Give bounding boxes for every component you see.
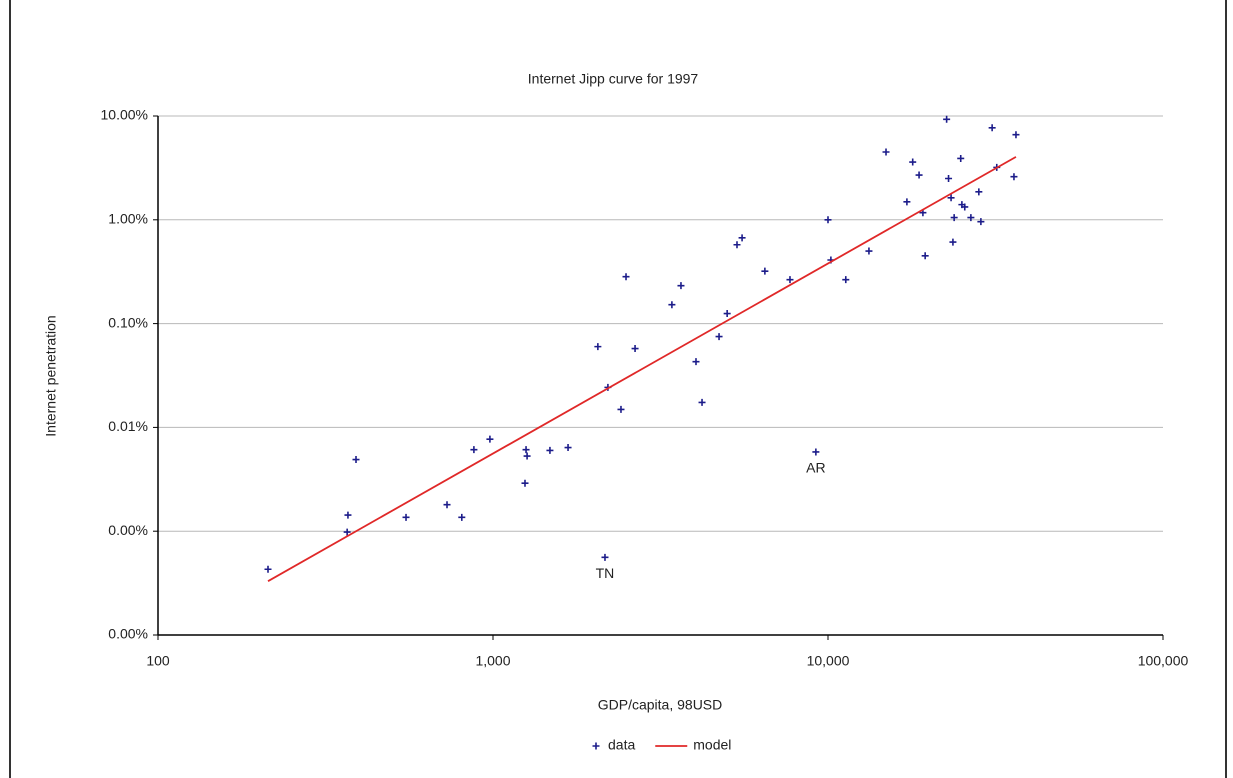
data-point — [882, 148, 890, 156]
data-point — [977, 218, 985, 226]
data-point — [601, 553, 609, 561]
data-point — [715, 333, 723, 341]
data-point — [723, 310, 731, 318]
data-point — [521, 479, 529, 487]
data-point — [564, 444, 572, 452]
data-point — [903, 198, 911, 206]
data-point — [522, 446, 530, 454]
y-axis-label: Internet penetration — [43, 315, 59, 436]
x-axis-label: GDP/capita, 98USD — [598, 697, 723, 713]
data-point — [949, 238, 957, 246]
data-point — [842, 276, 850, 284]
data-point — [617, 405, 625, 413]
data-point — [738, 234, 746, 242]
data-point — [698, 398, 706, 406]
data-point — [668, 301, 676, 309]
data-point — [631, 345, 639, 353]
data-point — [458, 513, 466, 521]
data-point — [344, 511, 352, 519]
data-point — [824, 216, 832, 224]
data-point — [761, 267, 769, 275]
model-line — [267, 156, 1017, 582]
y-tick-label: 10.00% — [101, 107, 148, 123]
data-point — [950, 214, 958, 222]
data-point — [546, 446, 554, 454]
data-point — [622, 273, 630, 281]
data-point — [957, 154, 965, 162]
data-point — [1012, 131, 1020, 139]
legend-swatch — [592, 742, 600, 750]
data-point — [975, 188, 983, 196]
data-point — [264, 565, 272, 573]
y-tick-label: 0.10% — [108, 314, 148, 330]
data-point — [786, 276, 794, 284]
annotation: AR — [806, 460, 825, 476]
y-tick-label: 1.00% — [108, 211, 148, 227]
x-tick-label: 10,000 — [807, 653, 850, 669]
annotation: TN — [596, 565, 615, 581]
data-point — [921, 252, 929, 260]
y-tick-label: 0.00% — [108, 626, 148, 642]
data-point — [945, 174, 953, 182]
data-point — [812, 448, 820, 456]
data-point — [967, 214, 975, 222]
data-point — [915, 171, 923, 179]
chart-title: Internet Jipp curve for 1997 — [528, 71, 699, 87]
data-point — [943, 115, 951, 123]
data-point — [988, 124, 996, 132]
data-point — [470, 446, 478, 454]
data-point — [692, 358, 700, 366]
data-point — [352, 456, 360, 464]
data-point — [961, 203, 969, 211]
data-point — [523, 452, 531, 460]
data-point — [343, 528, 351, 536]
data-point — [947, 194, 955, 202]
data-point — [865, 247, 873, 255]
legend-label: data — [608, 737, 635, 753]
legend-label: model — [693, 737, 731, 753]
y-tick-label: 0.00% — [108, 522, 148, 538]
x-tick-label: 100 — [146, 653, 170, 669]
data-point — [486, 435, 494, 443]
data-point — [1010, 173, 1018, 181]
data-point — [677, 282, 685, 290]
x-tick-label: 100,000 — [1138, 653, 1189, 669]
data-point — [733, 241, 741, 249]
y-tick-label: 0.01% — [108, 418, 148, 434]
data-point — [909, 158, 917, 166]
x-tick-label: 1,000 — [475, 653, 510, 669]
data-point — [402, 513, 410, 521]
data-point — [443, 501, 451, 509]
data-point — [594, 343, 602, 351]
